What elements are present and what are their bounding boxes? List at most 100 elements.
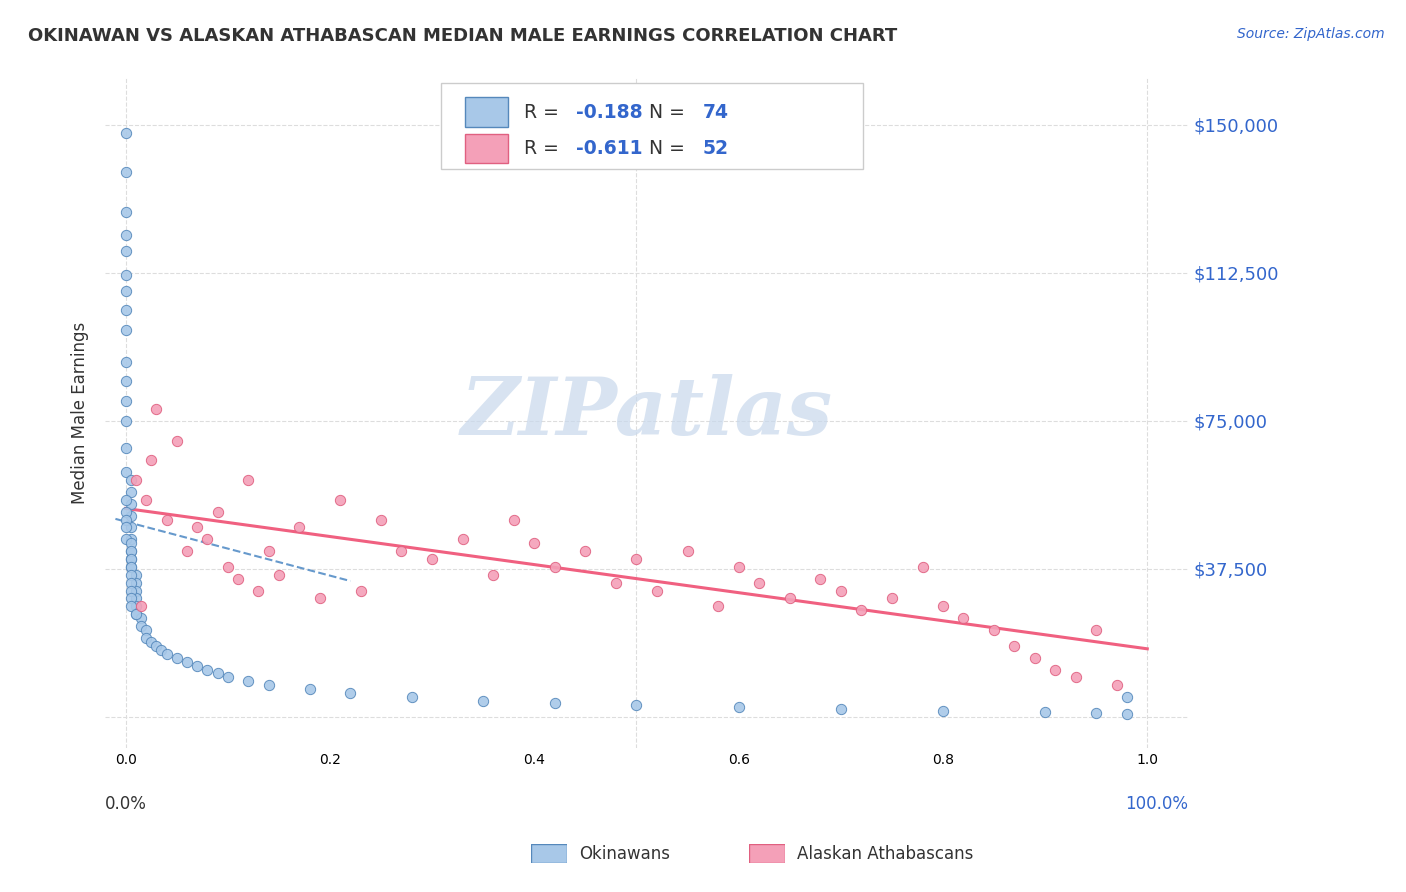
- Point: [120, 560, 142, 574]
- Point: [114, 354, 136, 368]
- Point: [114, 165, 136, 179]
- Point: [349, 583, 371, 598]
- Point: [145, 402, 167, 417]
- Point: [120, 497, 142, 511]
- Point: [114, 204, 136, 219]
- Point: [120, 484, 142, 499]
- Point: [451, 533, 474, 547]
- Point: [911, 560, 934, 574]
- Point: [114, 268, 136, 282]
- Point: [226, 572, 249, 586]
- Point: [339, 686, 361, 700]
- Point: [125, 591, 148, 606]
- Point: [125, 567, 148, 582]
- Point: [114, 505, 136, 519]
- Point: [141, 453, 163, 467]
- Point: [808, 572, 831, 586]
- FancyBboxPatch shape: [465, 97, 508, 127]
- Point: [626, 552, 648, 566]
- Point: [186, 520, 208, 534]
- Point: [114, 442, 136, 456]
- Point: [114, 512, 136, 526]
- Text: R =: R =: [524, 103, 565, 121]
- Point: [114, 284, 136, 298]
- Point: [125, 583, 148, 598]
- Point: [1024, 650, 1046, 665]
- Point: [135, 631, 157, 645]
- Point: [120, 567, 142, 582]
- Point: [952, 611, 974, 625]
- Point: [129, 619, 152, 633]
- Point: [1115, 690, 1137, 705]
- Point: [544, 696, 567, 710]
- Point: [195, 663, 218, 677]
- Point: [308, 591, 330, 606]
- Point: [1033, 705, 1056, 719]
- Point: [186, 658, 208, 673]
- Point: [114, 375, 136, 389]
- Point: [114, 492, 136, 507]
- Point: [217, 670, 239, 684]
- Point: [605, 575, 627, 590]
- Point: [125, 473, 148, 487]
- Point: [176, 655, 198, 669]
- Point: [880, 591, 903, 606]
- Text: Okinawans: Okinawans: [579, 845, 671, 863]
- Point: [544, 560, 567, 574]
- Point: [114, 533, 136, 547]
- Point: [120, 552, 142, 566]
- Point: [129, 599, 152, 614]
- Point: [247, 583, 270, 598]
- Point: [125, 575, 148, 590]
- Point: [120, 575, 142, 590]
- Point: [114, 520, 136, 534]
- Point: [135, 492, 157, 507]
- Point: [523, 536, 546, 550]
- Point: [707, 599, 730, 614]
- Point: [114, 394, 136, 409]
- Text: 0.0%: 0.0%: [105, 796, 148, 814]
- Point: [1004, 639, 1026, 653]
- Text: 74: 74: [703, 103, 728, 121]
- Point: [176, 544, 198, 558]
- Text: OKINAWAN VS ALASKAN ATHABASCAN MEDIAN MALE EARNINGS CORRELATION CHART: OKINAWAN VS ALASKAN ATHABASCAN MEDIAN MA…: [28, 27, 897, 45]
- Point: [195, 533, 218, 547]
- Point: [114, 126, 136, 140]
- Point: [257, 678, 280, 692]
- Point: [1085, 706, 1108, 720]
- Point: [114, 303, 136, 318]
- Point: [851, 603, 873, 617]
- Text: -0.611: -0.611: [576, 139, 643, 158]
- Point: [257, 544, 280, 558]
- Point: [120, 508, 142, 523]
- Text: 52: 52: [703, 139, 728, 158]
- Point: [830, 583, 852, 598]
- Point: [574, 544, 596, 558]
- Text: N =: N =: [648, 139, 690, 158]
- Point: [298, 682, 321, 697]
- Text: Source: ZipAtlas.com: Source: ZipAtlas.com: [1237, 27, 1385, 41]
- Point: [114, 414, 136, 428]
- Point: [125, 607, 148, 622]
- Point: [626, 698, 648, 712]
- Point: [1045, 663, 1067, 677]
- Point: [114, 244, 136, 259]
- Text: N =: N =: [648, 103, 690, 121]
- Point: [145, 639, 167, 653]
- Point: [238, 473, 260, 487]
- Point: [120, 544, 142, 558]
- FancyBboxPatch shape: [465, 134, 508, 163]
- Point: [120, 473, 142, 487]
- Point: [141, 635, 163, 649]
- Point: [1085, 623, 1108, 637]
- Point: [676, 544, 699, 558]
- Point: [120, 520, 142, 534]
- Point: [120, 544, 142, 558]
- Point: [120, 583, 142, 598]
- Point: [120, 552, 142, 566]
- Point: [727, 560, 749, 574]
- Point: [135, 623, 157, 637]
- Point: [238, 674, 260, 689]
- Point: [391, 544, 413, 558]
- Point: [166, 434, 188, 448]
